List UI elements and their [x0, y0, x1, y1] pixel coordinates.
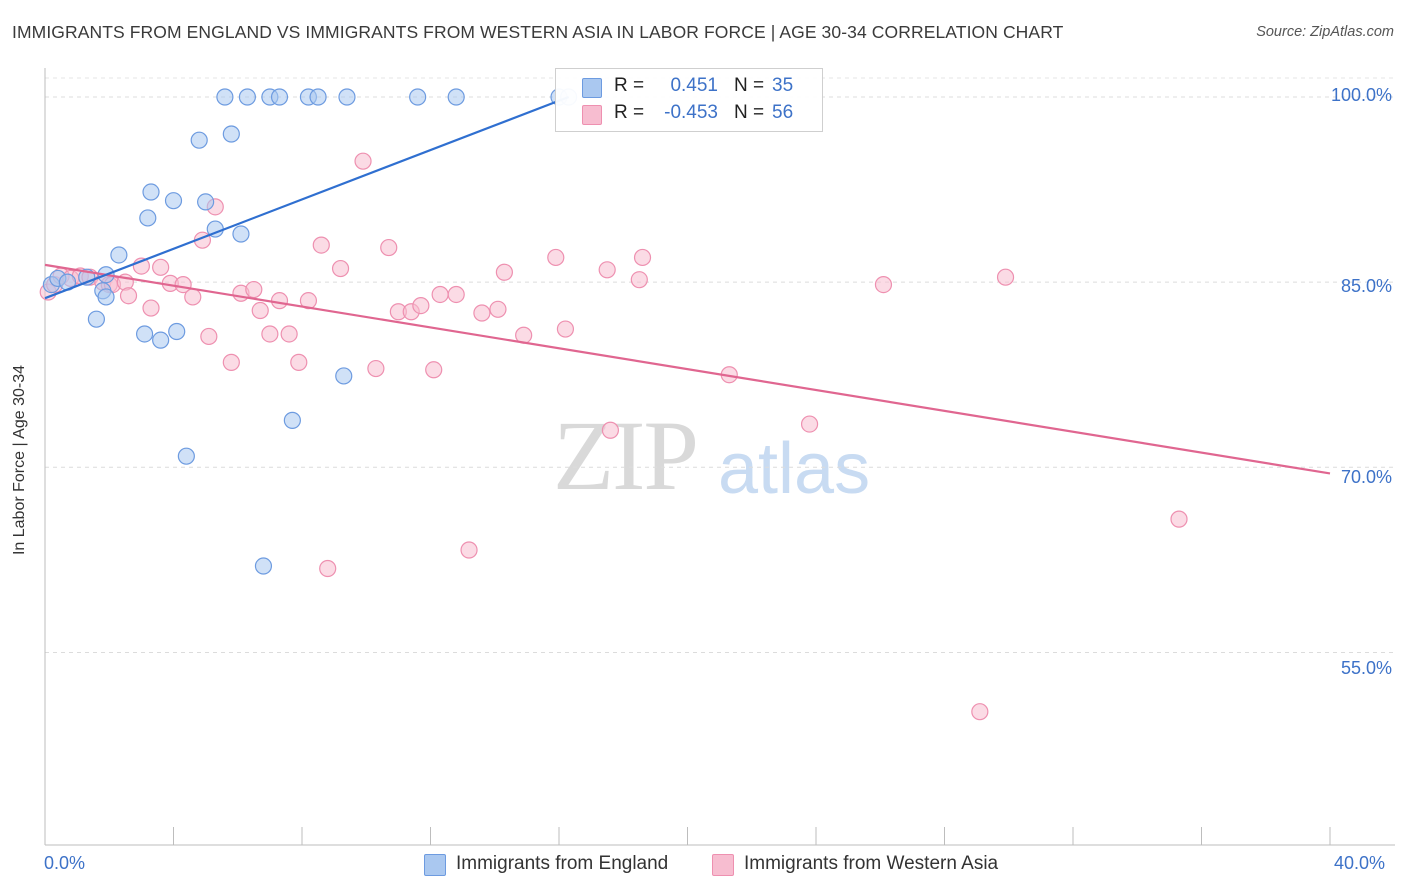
y-tick-label-55: 55.0%: [1340, 658, 1392, 678]
legend-row-england: R = 0.451 N = 35: [556, 73, 822, 99]
england-point: [238, 88, 256, 106]
england-point: [254, 557, 273, 575]
western-asia-point: [598, 261, 616, 279]
western-asia-point: [1170, 510, 1188, 528]
western-asia-point: [312, 236, 330, 254]
western-asia-point: [270, 292, 289, 310]
western-asia-point: [380, 238, 398, 257]
western-asia-point: [222, 353, 240, 371]
y-tick-label-70: 70.0%: [1340, 467, 1392, 487]
england-point: [190, 131, 208, 149]
england-point: [270, 88, 289, 106]
england-point: [168, 322, 186, 341]
western-asia-point: [119, 287, 138, 305]
western-asia-point: [447, 285, 465, 304]
western-asia-point: [431, 285, 449, 304]
england-point: [164, 192, 183, 210]
england-point: [139, 209, 157, 227]
western-asia-point: [142, 299, 160, 317]
england-swatch: [582, 78, 602, 98]
y-tick-label-100: 100.0%: [1330, 85, 1392, 105]
r-value-england: 0.451: [670, 75, 718, 96]
western-asia-point: [630, 271, 648, 289]
england-point: [152, 331, 170, 349]
western-asia-point: [331, 259, 350, 278]
england-point: [447, 88, 465, 106]
england-point: [309, 88, 327, 106]
england-point: [87, 310, 106, 328]
western-asia-point: [556, 320, 575, 338]
england-legend-swatch: [424, 854, 446, 876]
legend-label-england: Immigrants from England: [456, 853, 669, 874]
western-asia-point: [460, 541, 478, 559]
trend-line-western-asia: [44, 263, 1331, 475]
western-asia-point: [425, 361, 443, 379]
series-western-asia: [39, 152, 1188, 721]
legend-label-western-asia: Immigrants from Western Asia: [744, 853, 999, 874]
x-tick-label-max: 40.0%: [1334, 853, 1386, 873]
western-asia-point: [489, 300, 507, 318]
england-point: [232, 225, 250, 243]
western-asia-point: [245, 280, 263, 299]
y-axis-label: In Labor Force | Age 30-34: [11, 364, 28, 556]
western-asia-point: [633, 248, 652, 267]
western-asia-swatch: [582, 105, 602, 125]
y-tick-label-85: 85.0%: [1340, 276, 1392, 296]
n-value-england: 35: [772, 75, 794, 96]
n-value-western-asia: 56: [772, 102, 794, 123]
stats-legend: R = 0.451 N = 35 R = -0.453 N = 56: [555, 68, 823, 132]
western-asia-point: [996, 268, 1015, 286]
n-label: N =: [734, 102, 765, 123]
series-england: [42, 88, 578, 575]
england-point: [338, 88, 356, 106]
x-tick-label-min: 0.0%: [44, 853, 86, 873]
western-asia-point: [354, 152, 372, 170]
western-asia-point: [251, 301, 269, 320]
n-label: N =: [734, 75, 765, 96]
axes: [44, 68, 1395, 846]
western-asia-point: [601, 421, 620, 439]
western-asia-point: [495, 263, 513, 281]
england-point: [135, 325, 154, 343]
legend-row-western-asia: R = -0.453 N = 56: [556, 100, 822, 126]
england-point: [197, 193, 215, 211]
england-point: [110, 246, 128, 264]
western-asia-point: [800, 415, 819, 433]
western-asia-point: [152, 258, 170, 276]
england-point: [142, 183, 160, 201]
western-asia-point: [200, 327, 218, 346]
western-asia-point: [412, 296, 430, 315]
grid-lines: [45, 77, 1395, 653]
england-point: [222, 125, 240, 143]
western-asia-point: [367, 359, 385, 378]
western-asia-legend-swatch: [712, 854, 734, 876]
western-asia-point: [261, 325, 279, 343]
western-asia-point: [319, 559, 337, 578]
r-label: R =: [614, 75, 645, 96]
western-asia-point: [971, 703, 989, 721]
watermark-atlas: atlas: [718, 429, 871, 509]
source-label: Source: ZipAtlas.com: [1256, 24, 1394, 40]
england-point: [335, 367, 353, 385]
r-value-western-asia: -0.453: [664, 102, 718, 123]
trend-line-england: [44, 95, 570, 300]
r-label: R =: [614, 102, 645, 123]
england-point: [216, 88, 234, 106]
england-point: [177, 447, 195, 465]
england-point: [409, 88, 427, 106]
western-asia-point: [473, 304, 491, 322]
western-asia-point: [874, 276, 893, 294]
england-point: [283, 411, 301, 429]
western-asia-point: [547, 248, 565, 267]
western-asia-point: [184, 288, 202, 306]
western-asia-point: [280, 325, 298, 343]
watermark-zip: ZIP: [553, 400, 699, 511]
trend-lines: [44, 95, 1331, 475]
england-point: [97, 288, 115, 306]
western-asia-point: [290, 353, 308, 371]
chart-title: IMMIGRANTS FROM ENGLAND VS IMMIGRANTS FR…: [12, 22, 1064, 42]
